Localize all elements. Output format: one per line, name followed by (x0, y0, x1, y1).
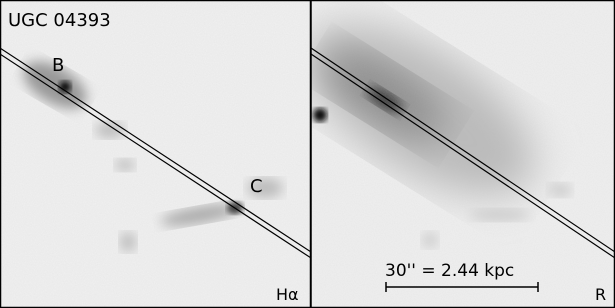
halpha-image (0, 0, 311, 308)
galaxy-name: UGC 04393 (8, 10, 111, 31)
band-label: Hα (276, 285, 299, 304)
band-label: R (595, 285, 606, 304)
figure: UGC 04393 B C Hα 30'' = 2.44 kpc R (0, 0, 615, 308)
region-label: B (52, 55, 64, 76)
region-label: C (250, 176, 263, 197)
scale-label: 30'' = 2.44 kpc (385, 261, 514, 281)
